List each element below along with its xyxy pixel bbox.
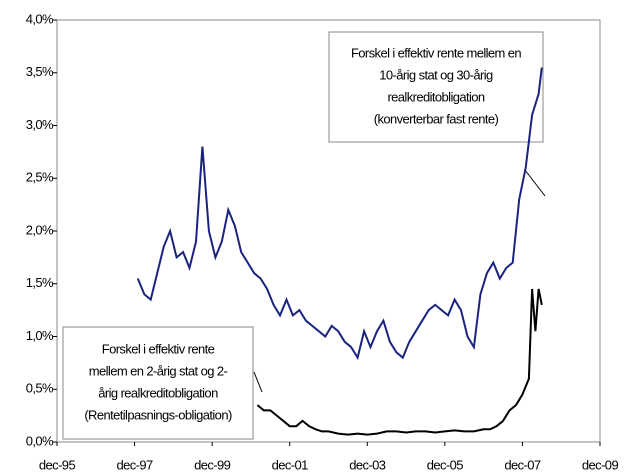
y-tick-label: 0,0% <box>26 433 54 448</box>
y-tick-label: 2,5% <box>26 170 54 185</box>
x-tick-label: dec-09 <box>582 457 619 472</box>
annotation-box <box>328 31 544 143</box>
y-tick-label: 1,0% <box>26 328 54 343</box>
series-line <box>256 288 543 436</box>
annotation-box <box>62 326 254 440</box>
x-tick-label: dec-01 <box>272 457 309 472</box>
y-tick-label: 3,0% <box>26 117 54 132</box>
x-tick-label: dec-99 <box>194 457 231 472</box>
x-tick-label: dec-97 <box>116 457 153 472</box>
annotation-pointer <box>253 371 263 393</box>
y-tick-label: 1,5% <box>26 275 54 290</box>
series-line <box>136 67 543 361</box>
x-tick-label: dec-03 <box>349 457 386 472</box>
x-tick-label: dec-05 <box>427 457 464 472</box>
annotation-text: Forskel i effektiv rente mellem en <box>351 45 521 60</box>
x-tick-label: dec-95 <box>39 457 76 472</box>
annotation-text: (konverterbar fast rente) <box>374 111 499 126</box>
annotation-text: Forskel i effektiv rente <box>102 341 215 356</box>
y-tick-label: 3,5% <box>26 64 54 79</box>
annotation-text: realkreditobligation <box>387 89 484 104</box>
annotation-text: (Rentetilpasnings-obligation) <box>84 407 232 422</box>
x-tick-label: dec-07 <box>504 457 541 472</box>
y-tick-label: 2,0% <box>26 222 54 237</box>
y-tick-label: 0,5% <box>26 381 54 396</box>
y-tick-label: 4,0% <box>26 11 54 26</box>
annotation-text: mellem en 2-årig stat og 2- <box>89 363 228 378</box>
annotation-text: 10-årig stat og 30-årig <box>379 67 493 82</box>
annotation-pointer <box>524 169 546 197</box>
annotation-text: årig realkreditobligation <box>98 385 218 400</box>
